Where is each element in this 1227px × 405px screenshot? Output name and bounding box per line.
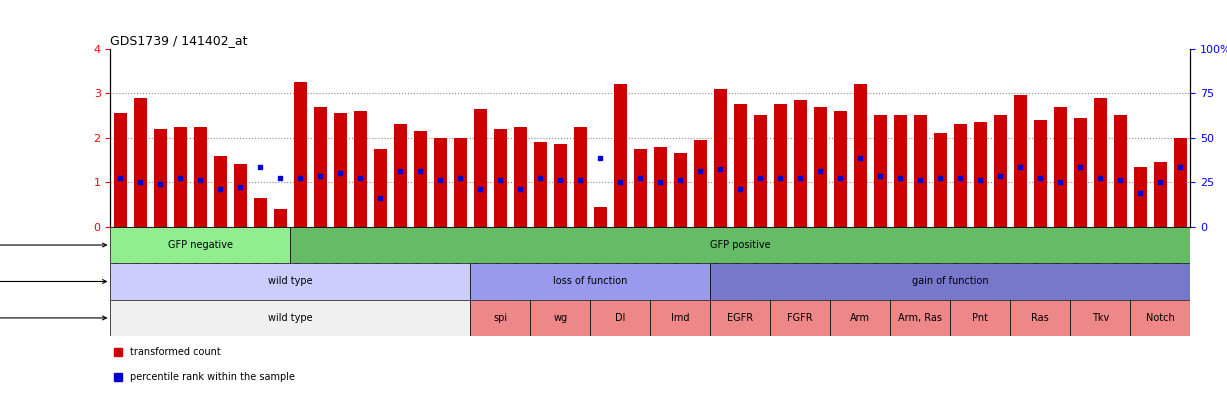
Bar xyxy=(114,113,126,227)
Bar xyxy=(771,300,831,336)
Text: loss of function: loss of function xyxy=(553,277,627,286)
Bar xyxy=(530,300,590,336)
Bar xyxy=(594,207,607,227)
Bar xyxy=(553,145,567,227)
Text: percentile rank within the sample: percentile rank within the sample xyxy=(130,372,294,382)
Bar xyxy=(590,300,650,336)
Bar xyxy=(1130,300,1190,336)
Bar xyxy=(174,126,187,227)
Bar xyxy=(714,89,726,227)
Bar xyxy=(710,263,1190,300)
Bar xyxy=(814,107,827,227)
Bar xyxy=(1014,96,1027,227)
Bar xyxy=(650,300,710,336)
Text: Notch: Notch xyxy=(1146,313,1174,323)
Text: FGFR: FGFR xyxy=(788,313,814,323)
Bar xyxy=(1054,107,1066,227)
Bar xyxy=(134,98,147,227)
Bar xyxy=(110,263,470,300)
Bar xyxy=(634,149,647,227)
Bar xyxy=(874,115,887,227)
Bar xyxy=(794,100,807,227)
Text: Dl: Dl xyxy=(615,313,626,323)
Bar xyxy=(534,142,547,227)
Bar xyxy=(353,111,367,227)
Bar xyxy=(774,104,787,227)
Bar xyxy=(213,156,227,227)
Text: other: other xyxy=(0,277,107,286)
Bar xyxy=(1174,138,1187,227)
Text: genotype/variation: genotype/variation xyxy=(0,313,107,323)
Bar xyxy=(974,122,987,227)
Bar xyxy=(693,140,707,227)
Text: gain of function: gain of function xyxy=(912,277,989,286)
Text: wild type: wild type xyxy=(267,277,313,286)
Bar xyxy=(734,104,747,227)
Text: GFP negative: GFP negative xyxy=(168,240,233,250)
Bar xyxy=(470,300,530,336)
Bar xyxy=(454,138,466,227)
Bar xyxy=(334,113,347,227)
Bar xyxy=(674,153,687,227)
Bar xyxy=(234,164,247,227)
Bar xyxy=(274,209,287,227)
Bar xyxy=(514,126,526,227)
Bar xyxy=(710,300,771,336)
Text: GDS1739 / 141402_at: GDS1739 / 141402_at xyxy=(110,34,248,47)
Text: Pnt: Pnt xyxy=(972,313,988,323)
Bar xyxy=(614,84,627,227)
Bar xyxy=(1093,98,1107,227)
Text: wg: wg xyxy=(553,313,567,323)
Bar xyxy=(413,131,427,227)
Text: wild type: wild type xyxy=(267,313,313,323)
Bar xyxy=(834,111,847,227)
Text: transformed count: transformed count xyxy=(130,347,221,357)
Text: Arm: Arm xyxy=(850,313,870,323)
Bar xyxy=(153,129,167,227)
Bar xyxy=(470,263,710,300)
Bar xyxy=(474,109,487,227)
Text: Ras: Ras xyxy=(1032,313,1049,323)
Text: GFP positive: GFP positive xyxy=(710,240,771,250)
Text: Arm, Ras: Arm, Ras xyxy=(898,313,942,323)
Bar xyxy=(493,129,507,227)
Bar xyxy=(294,82,307,227)
Bar xyxy=(194,126,207,227)
Bar xyxy=(1153,162,1167,227)
Bar xyxy=(914,115,926,227)
Text: EGFR: EGFR xyxy=(728,313,753,323)
Bar xyxy=(1074,118,1087,227)
Bar xyxy=(314,107,326,227)
Bar xyxy=(1134,167,1147,227)
Bar xyxy=(434,138,447,227)
Bar xyxy=(574,126,587,227)
Bar xyxy=(831,300,891,336)
Text: spi: spi xyxy=(493,313,508,323)
Bar xyxy=(394,124,407,227)
Text: Tkv: Tkv xyxy=(1092,313,1109,323)
Bar xyxy=(950,300,1010,336)
Bar xyxy=(753,115,767,227)
Bar xyxy=(1010,300,1070,336)
Bar xyxy=(1033,120,1047,227)
Bar xyxy=(953,124,967,227)
Bar xyxy=(110,300,470,336)
Text: protocol: protocol xyxy=(0,240,107,250)
Bar xyxy=(891,300,950,336)
Bar xyxy=(654,147,666,227)
Bar xyxy=(110,227,291,263)
Bar xyxy=(854,84,866,227)
Text: Imd: Imd xyxy=(671,313,690,323)
Bar xyxy=(291,227,1190,263)
Bar xyxy=(254,198,267,227)
Bar xyxy=(893,115,907,227)
Bar xyxy=(1114,115,1126,227)
Bar xyxy=(1070,300,1130,336)
Bar xyxy=(934,133,947,227)
Bar xyxy=(374,149,387,227)
Bar xyxy=(994,115,1006,227)
